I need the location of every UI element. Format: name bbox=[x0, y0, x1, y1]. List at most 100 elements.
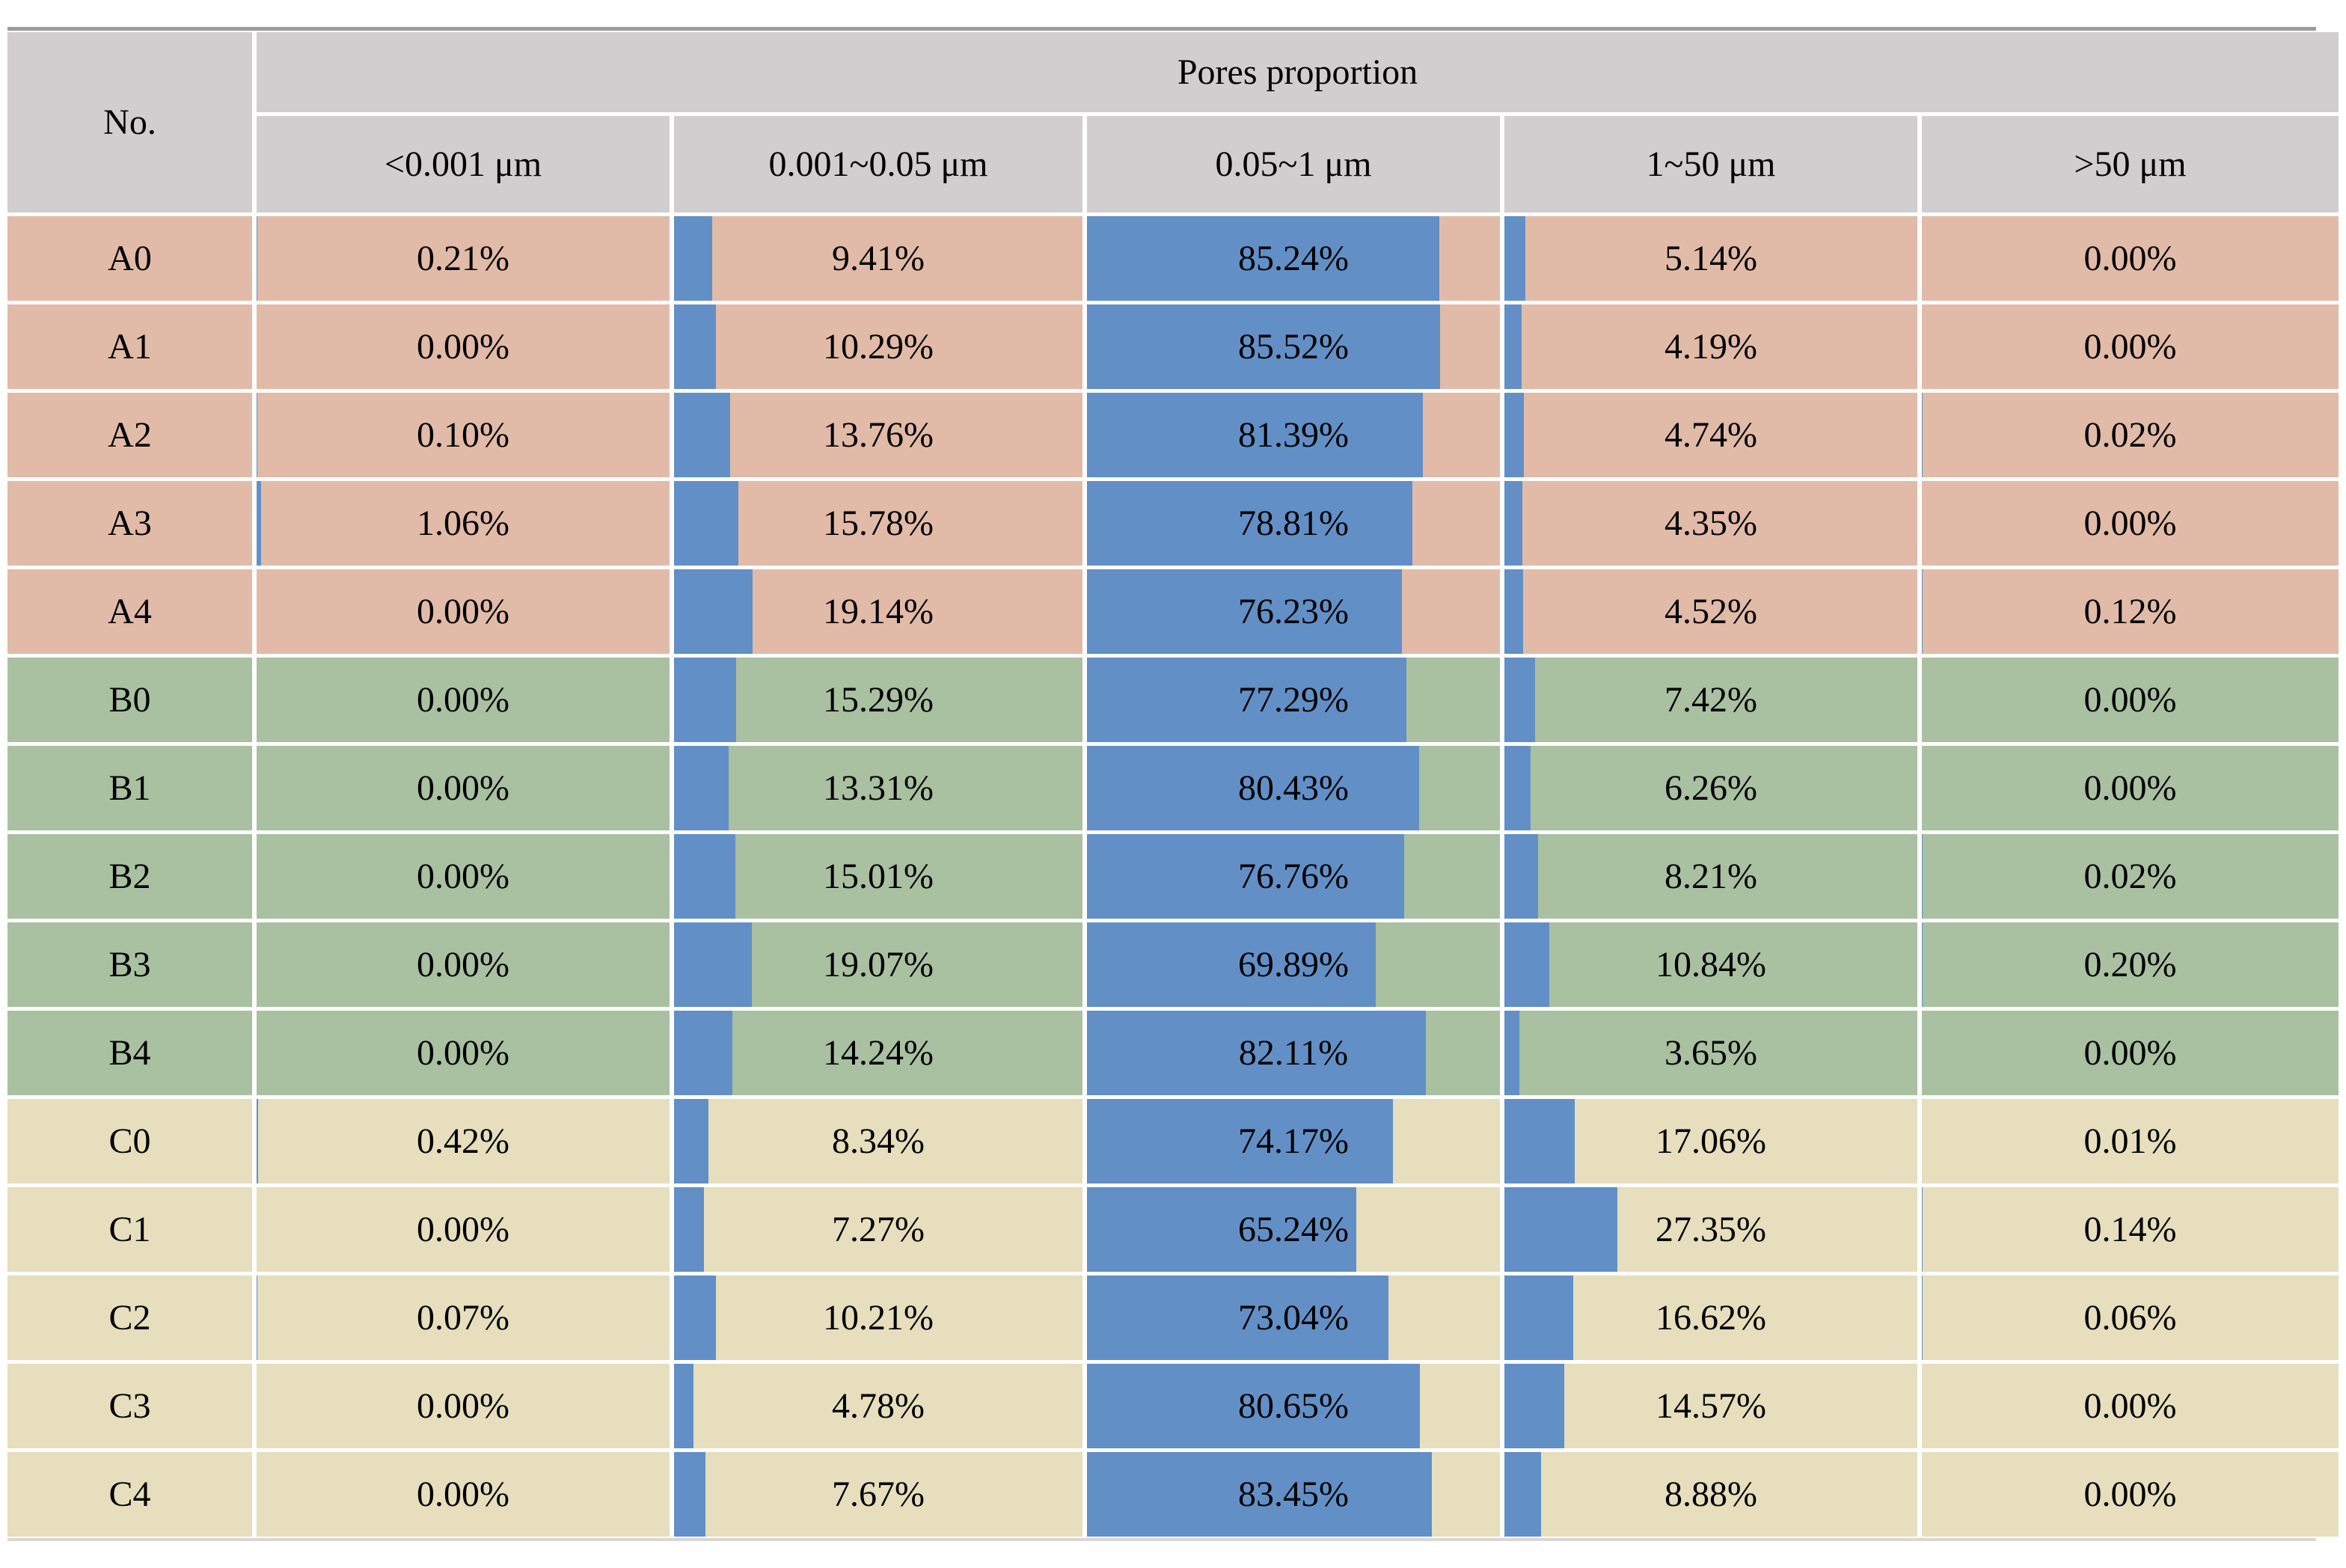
data-bar bbox=[1504, 216, 1526, 301]
data-bar bbox=[1504, 393, 1525, 477]
value-cell: 0.07% bbox=[257, 1275, 670, 1360]
value-cell: 0.12% bbox=[1922, 569, 2339, 654]
value-text: 16.62% bbox=[1656, 1297, 1766, 1338]
data-bar bbox=[1087, 834, 1404, 919]
row-label: B4 bbox=[108, 1032, 151, 1073]
data-bar bbox=[1087, 1187, 1357, 1272]
value-cell: 0.00% bbox=[257, 1452, 670, 1537]
value-text: 0.00% bbox=[2083, 326, 2177, 367]
value-text: 8.34% bbox=[832, 1121, 925, 1161]
value-cell: 0.42% bbox=[257, 1099, 670, 1183]
value-text: 80.43% bbox=[1238, 768, 1349, 808]
row-label-cell: A1 bbox=[7, 304, 252, 389]
row-label-cell: B2 bbox=[7, 834, 252, 919]
data-bar bbox=[1922, 569, 1923, 654]
data-bar bbox=[674, 922, 753, 1007]
value-cell: 5.14% bbox=[1504, 216, 1917, 301]
row-label-cell: A2 bbox=[7, 393, 252, 477]
value-text: 0.00% bbox=[417, 326, 509, 367]
value-cell: 0.02% bbox=[1922, 393, 2339, 477]
header-cell-1-50: 1~50 μm bbox=[1504, 116, 1917, 212]
data-bar bbox=[1504, 1275, 1573, 1360]
data-bar bbox=[1504, 1187, 1617, 1272]
value-text: 0.00% bbox=[2083, 238, 2177, 278]
column-header-label: <0.001 μm bbox=[384, 144, 542, 184]
value-text: 4.19% bbox=[1664, 326, 1757, 367]
value-text: 0.07% bbox=[417, 1297, 509, 1338]
row-label-cell: A4 bbox=[7, 569, 252, 654]
value-cell: 0.00% bbox=[1922, 1364, 2339, 1448]
header-cell-0001-005: 0.001~0.05 μm bbox=[674, 116, 1082, 212]
value-text: 13.76% bbox=[823, 414, 934, 455]
value-cell: 4.52% bbox=[1504, 569, 1917, 654]
value-text: 0.20% bbox=[2083, 944, 2177, 984]
value-text: 14.57% bbox=[1656, 1385, 1766, 1426]
data-bar bbox=[674, 1187, 704, 1272]
data-bar bbox=[1504, 746, 1531, 830]
value-text: 6.26% bbox=[1664, 768, 1757, 808]
value-text: 0.00% bbox=[417, 679, 509, 720]
value-text: 3.65% bbox=[1664, 1032, 1757, 1073]
value-text: 0.00% bbox=[417, 1474, 509, 1514]
value-cell: 0.00% bbox=[1922, 1452, 2339, 1537]
value-cell: 4.74% bbox=[1504, 393, 1917, 477]
data-bar bbox=[1504, 569, 1523, 654]
data-bar bbox=[674, 569, 753, 654]
data-bar bbox=[1087, 1011, 1427, 1095]
value-cell: 0.00% bbox=[257, 1364, 670, 1448]
value-text: 4.52% bbox=[1664, 591, 1757, 631]
value-text: 0.00% bbox=[2083, 679, 2177, 720]
row-label-cell: A0 bbox=[7, 216, 252, 301]
value-text: 76.76% bbox=[1238, 856, 1349, 896]
data-bar bbox=[1504, 834, 1539, 919]
value-text: 0.12% bbox=[2083, 591, 2177, 631]
row-label: A1 bbox=[108, 326, 152, 367]
row-label: A4 bbox=[108, 591, 152, 631]
row-label: B2 bbox=[108, 856, 151, 896]
value-text: 0.42% bbox=[417, 1121, 509, 1161]
data-bar bbox=[674, 834, 735, 919]
value-cell: 15.01% bbox=[674, 834, 1082, 919]
value-cell: 7.27% bbox=[674, 1187, 1082, 1272]
value-cell: 10.29% bbox=[674, 304, 1082, 389]
value-cell: 0.21% bbox=[257, 216, 670, 301]
value-cell: 8.34% bbox=[674, 1099, 1082, 1183]
value-cell: 82.11% bbox=[1087, 1011, 1500, 1095]
value-text: 0.00% bbox=[417, 1032, 509, 1073]
column-header-label: 0.001~0.05 μm bbox=[768, 144, 988, 184]
data-bar bbox=[1087, 1099, 1394, 1183]
value-text: 69.89% bbox=[1238, 944, 1349, 984]
value-text: 4.74% bbox=[1664, 414, 1757, 455]
pores-proportion-table: No. Pores proportion <0.001 μm 0.001~0.0… bbox=[7, 27, 2339, 1541]
row-label: C3 bbox=[108, 1385, 151, 1426]
value-cell: 8.21% bbox=[1504, 834, 1917, 919]
value-cell: 0.00% bbox=[257, 746, 670, 830]
value-text: 0.00% bbox=[2083, 768, 2177, 808]
value-cell: 0.10% bbox=[257, 393, 670, 477]
value-cell: 19.07% bbox=[674, 922, 1082, 1007]
row-label: C4 bbox=[108, 1474, 151, 1514]
value-cell: 0.00% bbox=[1922, 481, 2339, 566]
data-bar bbox=[1087, 393, 1424, 477]
data-bar bbox=[257, 1099, 259, 1183]
value-text: 0.00% bbox=[417, 944, 509, 984]
data-bar bbox=[1087, 304, 1441, 389]
value-text: 15.78% bbox=[823, 503, 934, 543]
value-cell: 13.76% bbox=[674, 393, 1082, 477]
value-cell: 17.06% bbox=[1504, 1099, 1917, 1183]
value-cell: 83.45% bbox=[1087, 1452, 1500, 1537]
value-cell: 0.00% bbox=[1922, 658, 2339, 742]
header-cell-pores-proportion: Pores proportion bbox=[257, 32, 2339, 112]
data-bar bbox=[1504, 481, 1522, 566]
value-text: 0.00% bbox=[2083, 1385, 2177, 1426]
row-label-cell: C2 bbox=[7, 1275, 252, 1360]
row-label: C1 bbox=[108, 1209, 151, 1249]
value-cell: 0.00% bbox=[257, 569, 670, 654]
value-text: 0.00% bbox=[417, 1209, 509, 1249]
value-text: 15.29% bbox=[823, 679, 934, 720]
data-bar bbox=[674, 393, 731, 477]
value-cell: 13.31% bbox=[674, 746, 1082, 830]
row-label: A3 bbox=[108, 503, 152, 543]
value-cell: 80.65% bbox=[1087, 1364, 1500, 1448]
value-text: 0.00% bbox=[417, 591, 509, 631]
